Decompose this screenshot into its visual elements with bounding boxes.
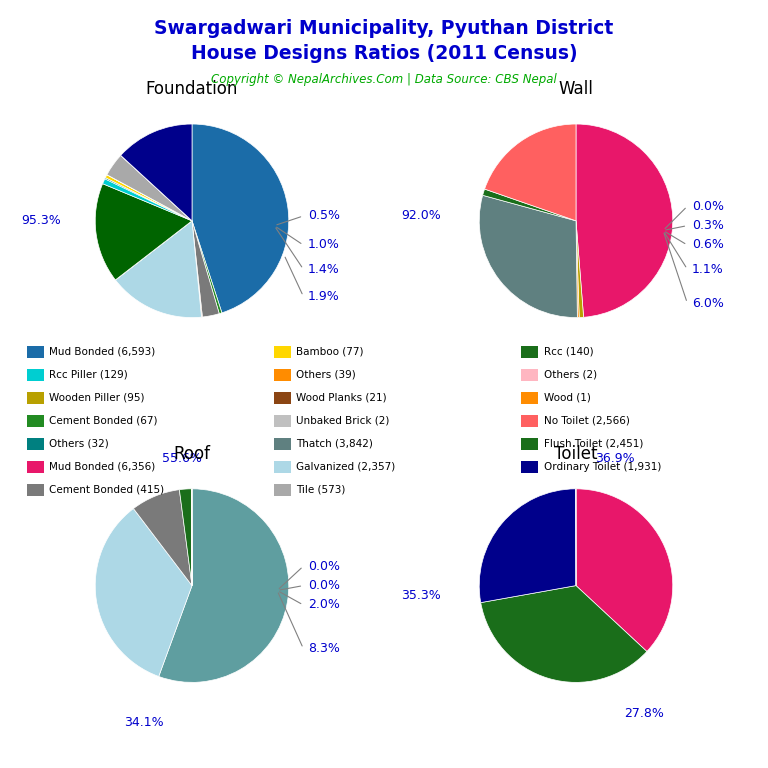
Wedge shape xyxy=(481,585,647,682)
Text: Wood Planks (21): Wood Planks (21) xyxy=(296,392,387,403)
Text: 6.0%: 6.0% xyxy=(692,296,724,310)
Text: 34.1%: 34.1% xyxy=(124,717,164,730)
Text: 27.8%: 27.8% xyxy=(624,707,664,720)
Wedge shape xyxy=(479,195,578,318)
Text: 36.9%: 36.9% xyxy=(595,452,634,465)
Text: 1.4%: 1.4% xyxy=(308,263,340,276)
Text: Wooden Piller (95): Wooden Piller (95) xyxy=(49,392,144,403)
Text: 55.6%: 55.6% xyxy=(162,452,202,465)
Wedge shape xyxy=(121,155,192,221)
Wedge shape xyxy=(576,221,579,317)
Wedge shape xyxy=(482,189,576,221)
Text: 92.0%: 92.0% xyxy=(401,210,441,223)
Wedge shape xyxy=(105,175,192,221)
Wedge shape xyxy=(159,489,289,682)
Title: Roof: Roof xyxy=(174,445,210,463)
Text: 1.0%: 1.0% xyxy=(308,239,340,251)
Text: Others (39): Others (39) xyxy=(296,369,356,380)
Title: Foundation: Foundation xyxy=(146,81,238,98)
Wedge shape xyxy=(115,221,192,280)
Wedge shape xyxy=(192,221,219,317)
Wedge shape xyxy=(576,489,673,651)
Wedge shape xyxy=(107,174,192,221)
Text: 8.3%: 8.3% xyxy=(308,642,340,655)
Text: Mud Bonded (6,356): Mud Bonded (6,356) xyxy=(49,462,155,472)
Text: 0.6%: 0.6% xyxy=(692,239,724,251)
Text: 0.0%: 0.0% xyxy=(308,560,340,573)
Text: 95.3%: 95.3% xyxy=(22,214,61,227)
Text: Cement Bonded (415): Cement Bonded (415) xyxy=(49,485,164,495)
Text: Ordinary Toilet (1,931): Ordinary Toilet (1,931) xyxy=(544,462,661,472)
Text: Swargadwari Municipality, Pyuthan District
House Designs Ratios (2011 Census): Swargadwari Municipality, Pyuthan Distri… xyxy=(154,19,614,63)
Wedge shape xyxy=(107,155,192,221)
Text: Wood (1): Wood (1) xyxy=(544,392,591,403)
Wedge shape xyxy=(121,124,192,221)
Title: Toilet: Toilet xyxy=(554,445,598,463)
Wedge shape xyxy=(103,179,192,221)
Wedge shape xyxy=(134,490,192,585)
Wedge shape xyxy=(104,177,192,221)
Text: Mud Bonded (6,593): Mud Bonded (6,593) xyxy=(49,346,155,357)
Text: 1.9%: 1.9% xyxy=(308,290,340,303)
Text: 0.3%: 0.3% xyxy=(692,219,724,232)
Wedge shape xyxy=(192,124,289,313)
Text: Rcc Piller (129): Rcc Piller (129) xyxy=(49,369,128,380)
Text: 35.3%: 35.3% xyxy=(401,589,441,602)
Text: 0.0%: 0.0% xyxy=(308,579,340,592)
Text: Bamboo (77): Bamboo (77) xyxy=(296,346,364,357)
Text: Galvanized (2,357): Galvanized (2,357) xyxy=(296,462,396,472)
Text: Flush Toilet (2,451): Flush Toilet (2,451) xyxy=(544,439,643,449)
Wedge shape xyxy=(479,489,576,603)
Text: Unbaked Brick (2): Unbaked Brick (2) xyxy=(296,415,390,426)
Text: Cement Bonded (67): Cement Bonded (67) xyxy=(49,415,157,426)
Text: No Toilet (2,566): No Toilet (2,566) xyxy=(544,415,630,426)
Title: Wall: Wall xyxy=(558,81,594,98)
Wedge shape xyxy=(180,489,192,585)
Wedge shape xyxy=(115,221,201,317)
Text: Tile (573): Tile (573) xyxy=(296,485,346,495)
Wedge shape xyxy=(95,184,192,280)
Text: 2.0%: 2.0% xyxy=(308,598,340,611)
Wedge shape xyxy=(576,124,673,317)
Wedge shape xyxy=(95,508,192,677)
Text: 0.5%: 0.5% xyxy=(308,210,340,223)
Text: Rcc (140): Rcc (140) xyxy=(544,346,594,357)
Text: Others (32): Others (32) xyxy=(49,439,109,449)
Wedge shape xyxy=(576,221,584,317)
Text: Copyright © NepalArchives.Com | Data Source: CBS Nepal: Copyright © NepalArchives.Com | Data Sou… xyxy=(211,73,557,86)
Text: 0.0%: 0.0% xyxy=(692,200,724,213)
Text: Others (2): Others (2) xyxy=(544,369,597,380)
Text: Thatch (3,842): Thatch (3,842) xyxy=(296,439,373,449)
Text: 1.1%: 1.1% xyxy=(692,263,724,276)
Wedge shape xyxy=(192,221,222,313)
Wedge shape xyxy=(485,124,576,221)
Wedge shape xyxy=(192,221,203,317)
